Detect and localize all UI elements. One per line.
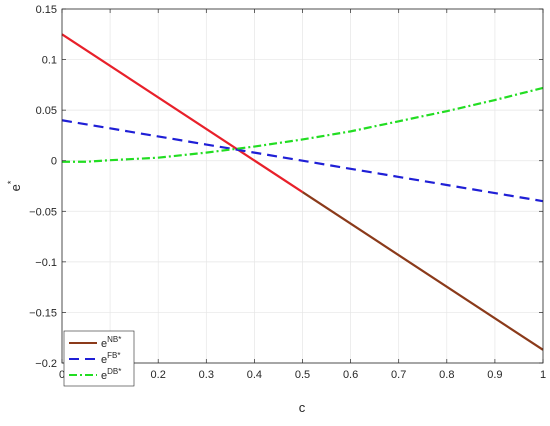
legend-label-fb: eFB* [101, 351, 120, 366]
legend-label-fb-base: e [101, 354, 107, 366]
x-tick-label: 0.3 [199, 369, 214, 381]
legend-label-nb: eNB* [101, 335, 121, 350]
legend-label-db-sup: DB* [107, 367, 121, 376]
series-nb-line-highlight [61, 33, 304, 193]
y-tick-label: 0.05 [36, 105, 57, 117]
series-layer [61, 33, 544, 351]
y-axis-label-sup: * [6, 180, 16, 184]
legend-label-db-base: e [101, 370, 107, 382]
y-tick-label: −0.15 [29, 307, 57, 319]
series-nb-line [301, 191, 544, 351]
legend-label-nb-sup: NB* [107, 335, 121, 344]
y-tick-label: 0.15 [36, 4, 57, 16]
y-tick-labels: 0.15 0.1 0.05 0 −0.05 −0.1 −0.15 −0.2 [29, 4, 57, 370]
x-axis-label: c [299, 400, 306, 415]
y-axis-label: e* [6, 180, 23, 191]
series-fb-line [61, 119, 544, 203]
legend: eNB* eFB* eDB* [63, 330, 135, 387]
x-tick-label: 0.6 [343, 369, 358, 381]
x-tick-label: 0.4 [247, 369, 262, 381]
y-tick-label: 0 [51, 156, 57, 168]
y-axis-label-base: e [8, 184, 23, 191]
x-tick-label: 1 [540, 369, 546, 381]
series-db-line [62, 86, 544, 163]
y-tick-label: −0.1 [35, 257, 57, 269]
x-tick-label: 0.2 [151, 369, 166, 381]
y-tick-label: −0.05 [29, 206, 57, 218]
x-tick-label: 0.5 [295, 369, 310, 381]
y-tick-label: 0.1 [42, 55, 57, 67]
x-tick-label: 0.7 [391, 369, 406, 381]
x-tick-label: 0.9 [487, 369, 502, 381]
x-tick-label: 0 [59, 369, 65, 381]
x-tick-labels: 00.10.20.30.40.50.60.70.80.91 [59, 369, 546, 381]
legend-label-nb-base: e [101, 338, 107, 350]
y-tick-label: −0.2 [35, 358, 57, 370]
legend-label-fb-sup: FB* [107, 351, 120, 360]
legend-label-db: eDB* [101, 367, 121, 382]
x-tick-label: 0.8 [439, 369, 454, 381]
